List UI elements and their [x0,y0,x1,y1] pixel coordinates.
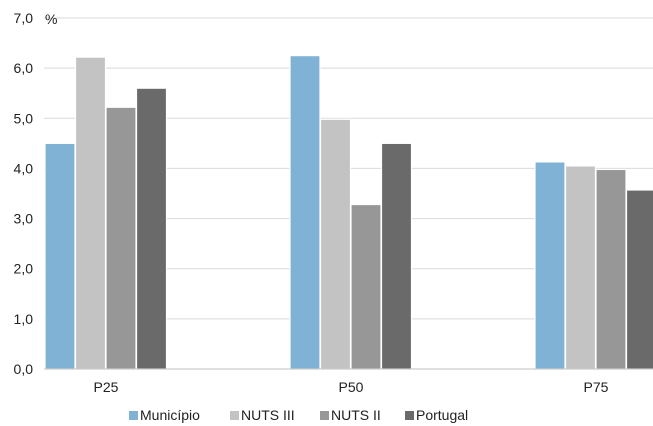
legend-item-nuts-iii: NUTS III [230,407,295,423]
y-tick-label: 4,0 [14,160,34,176]
bar-munic-pio-p75 [534,161,566,370]
legend-item-portugal: Portugal [405,407,468,423]
bar-nuts-ii-p25 [105,106,137,370]
y-axis: 0,0 1,0 2,0 3,0 4,0 5,0 6,0 7,0 [14,10,34,377]
y-tick-label: 7,0 [14,10,34,26]
x-tick-label: P75 [584,379,609,395]
x-tick-label: P25 [94,379,119,395]
legend-swatch [405,411,414,420]
bar-portugal-p75 [625,189,653,370]
y-tick-label: 1,0 [14,311,34,327]
legend-item-nuts-ii: NUTS II [320,407,381,423]
bar-nuts-iii-p50 [319,118,352,370]
y-tick-label: 5,0 [14,110,34,126]
y-tick-label: 6,0 [14,60,34,76]
y-tick-label: 2,0 [14,261,34,277]
bars [44,55,653,370]
y-axis-unit: % [45,11,57,27]
legend-label: Portugal [416,407,468,423]
legend-label: Município [140,407,200,423]
legend-label: NUTS II [331,407,381,423]
bar-munic-pio-p25 [44,142,76,370]
bar-nuts-ii-p50 [350,203,382,370]
bar-munic-pio-p50 [289,55,321,370]
legend-swatch [230,411,239,420]
x-tick-label: P50 [339,379,364,395]
y-tick-label: 3,0 [14,211,34,227]
legend-swatch [320,411,329,420]
legend: Município NUTS III NUTS II Portugal [129,407,468,423]
legend-label: NUTS III [241,407,295,423]
legend-item-munic-pio: Município [129,407,200,423]
bar-portugal-p50 [380,142,413,370]
bar-nuts-iii-p75 [564,165,597,370]
legend-swatch [129,411,138,420]
bar-nuts-iii-p25 [74,56,107,370]
y-tick-label: 0,0 [14,361,34,377]
x-axis: P25 P50 P75 [44,368,653,395]
bar-nuts-ii-p75 [595,168,627,370]
bar-portugal-p25 [135,87,168,370]
